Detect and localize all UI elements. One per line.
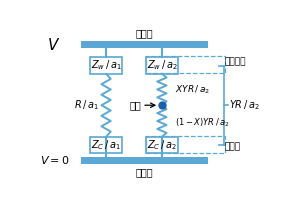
Bar — [90, 57, 122, 74]
Text: 工作电极: 工作电极 — [225, 57, 246, 66]
Bar — [146, 137, 178, 153]
Text: $(1-X)YR\,/\,a_2$: $(1-X)YR\,/\,a_2$ — [175, 116, 229, 129]
Bar — [146, 136, 225, 153]
Text: $V$: $V$ — [47, 37, 60, 53]
Bar — [90, 137, 122, 153]
Bar — [80, 157, 208, 164]
Bar — [146, 56, 225, 73]
Text: $XYR\,/\,a_2$: $XYR\,/\,a_2$ — [175, 83, 210, 96]
Text: 集电器: 集电器 — [136, 167, 153, 177]
Text: $R\,/\,a_1$: $R\,/\,a_1$ — [74, 98, 99, 112]
Text: $V=0$: $V=0$ — [40, 154, 69, 166]
Text: 对电极: 对电极 — [225, 143, 241, 152]
Text: 参比: 参比 — [129, 100, 141, 110]
Text: $Z_C\,/\,a_2$: $Z_C\,/\,a_2$ — [147, 138, 177, 152]
Text: $Z_C\,/\,a_1$: $Z_C\,/\,a_1$ — [91, 138, 121, 152]
Text: $YR\,/\,a_2$: $YR\,/\,a_2$ — [229, 98, 259, 112]
Text: 集电器: 集电器 — [136, 28, 153, 38]
Text: $Z_w\,/\,a_1$: $Z_w\,/\,a_1$ — [91, 59, 122, 72]
Bar — [146, 57, 178, 74]
Text: $Z_w\,/\,a_2$: $Z_w\,/\,a_2$ — [146, 59, 177, 72]
Bar — [80, 41, 208, 48]
